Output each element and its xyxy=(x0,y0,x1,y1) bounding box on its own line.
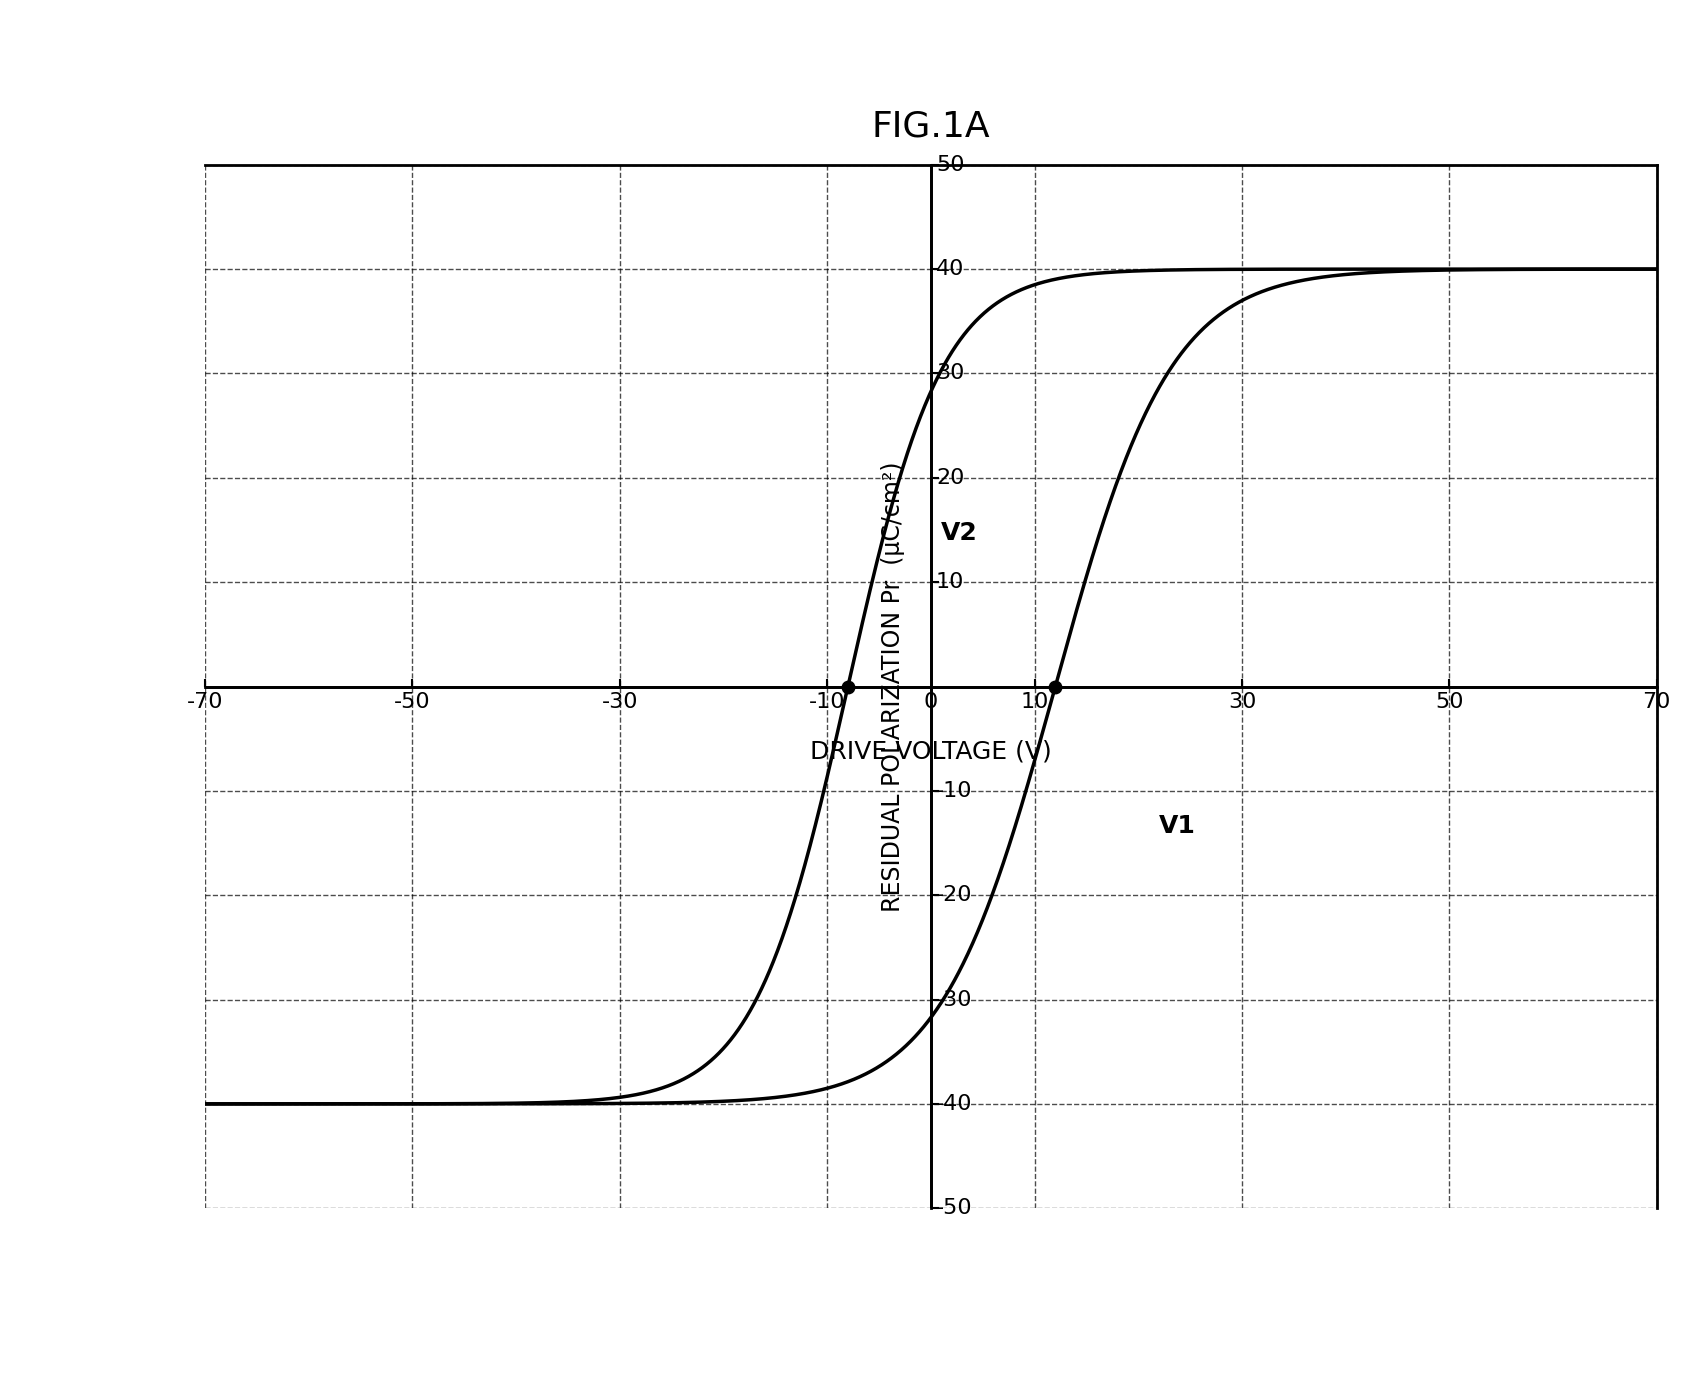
Text: 10: 10 xyxy=(935,573,964,592)
X-axis label: DRIVE VOLTAGE (V): DRIVE VOLTAGE (V) xyxy=(809,740,1052,763)
Text: -10: -10 xyxy=(935,781,971,800)
Text: 0: 0 xyxy=(923,692,937,711)
Text: -10: -10 xyxy=(809,692,845,711)
Text: 70: 70 xyxy=(1642,692,1669,711)
Text: -70: -70 xyxy=(186,692,224,711)
Text: -50: -50 xyxy=(935,1199,971,1218)
Title: FIG.1A: FIG.1A xyxy=(871,110,990,144)
Text: -20: -20 xyxy=(935,886,971,905)
Text: -50: -50 xyxy=(394,692,430,711)
Y-axis label: RESIDUAL POLARIZATION Pr  (μC/cm²): RESIDUAL POLARIZATION Pr (μC/cm²) xyxy=(881,461,905,912)
Text: 10: 10 xyxy=(1019,692,1048,711)
Text: 20: 20 xyxy=(935,468,964,487)
Text: 50: 50 xyxy=(935,155,964,174)
Text: V1: V1 xyxy=(1159,814,1195,838)
Text: 50: 50 xyxy=(1434,692,1463,711)
Text: V2: V2 xyxy=(941,522,978,545)
Text: 30: 30 xyxy=(935,364,964,383)
Text: -40: -40 xyxy=(935,1094,971,1114)
Text: -30: -30 xyxy=(601,692,638,711)
Text: -30: -30 xyxy=(935,990,971,1009)
Text: 40: 40 xyxy=(935,259,964,279)
Text: 30: 30 xyxy=(1227,692,1255,711)
